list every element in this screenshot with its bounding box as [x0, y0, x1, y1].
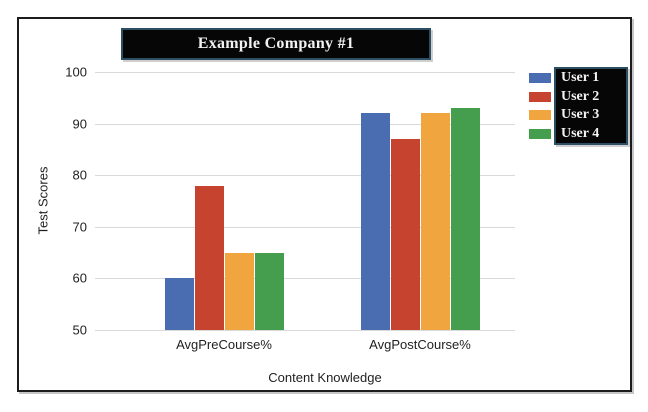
legend-swatch-row	[529, 69, 551, 88]
legend-label-box: User 1 User 2 User 3 User 4	[554, 67, 628, 145]
gridline-y-100	[95, 72, 515, 73]
legend: User 1 User 2 User 3 User 4	[529, 67, 628, 145]
gridline-y-70	[95, 226, 515, 228]
legend-swatch-user-2	[529, 91, 551, 102]
gridline-y-80	[95, 175, 515, 177]
bar-user-2-avgpostcourse%	[390, 139, 420, 330]
x-category-label-2: AvgPostCourse%	[369, 337, 471, 352]
legend-swatch-user-3	[529, 110, 551, 121]
y-tick-label-100: 100	[65, 64, 87, 80]
chart-title-box: Example Company #1	[121, 28, 431, 60]
x-axis-title: Content Knowledge	[268, 370, 382, 385]
legend-label-user-3: User 3	[561, 107, 600, 122]
legend-swatch-row	[529, 125, 551, 144]
gridline-y-60	[95, 278, 515, 280]
legend-swatch-user-4	[529, 128, 551, 139]
gridline-y-50	[95, 330, 515, 331]
legend-label-user-2: User 2	[561, 88, 600, 104]
legend-swatch-user-1	[529, 73, 551, 84]
legend-label-user-1: User 1	[561, 70, 600, 85]
chart-title: Example Company #1	[197, 35, 355, 52]
x-category-label-1: AvgPreCourse%	[176, 337, 272, 352]
legend-swatch-row	[529, 88, 551, 107]
legend-swatch-column	[529, 67, 551, 143]
y-tick-label-50: 50	[72, 322, 87, 338]
bar-user-4-avgprecourse%	[254, 252, 284, 330]
bar-user-1-avgpostcourse%	[360, 113, 390, 330]
y-axis-title: Test Scores	[35, 166, 51, 235]
bar-user-2-avgprecourse%	[194, 185, 224, 330]
y-tick-label-80: 80	[72, 167, 87, 183]
y-tick-label-90: 90	[72, 116, 87, 132]
bar-user-4-avgpostcourse%	[450, 108, 480, 330]
chart-frame: Example Company #1 50 60 70 80 90 100 AvgPreCo…	[17, 17, 632, 392]
legend-label-user-4: User 4	[561, 125, 600, 141]
gridline-y-90	[95, 123, 515, 125]
plot-area: 50 60 70 80 90 100 AvgPreCourse% AvgPostCourse%	[19, 19, 630, 390]
bar-user-3-avgprecourse%	[224, 252, 254, 330]
y-tick-label-60: 60	[72, 270, 87, 286]
bar-user-3-avgpostcourse%	[420, 113, 450, 330]
bar-user-1-avgprecourse%	[164, 278, 194, 330]
legend-swatch-row	[529, 106, 551, 125]
y-tick-label-70: 70	[72, 219, 87, 235]
